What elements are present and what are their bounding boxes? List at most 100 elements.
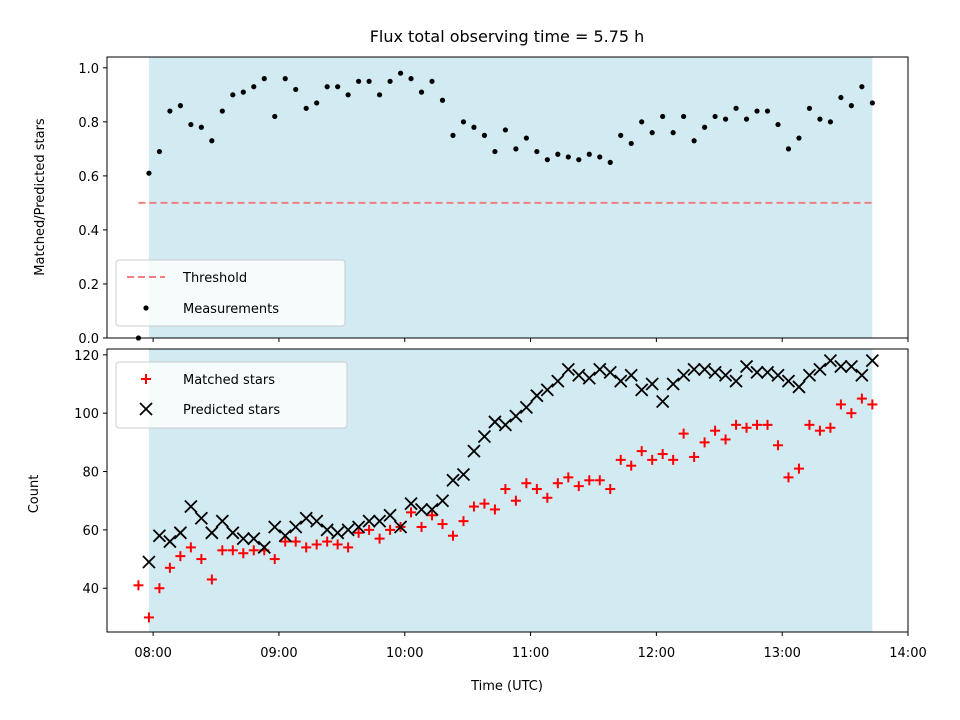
measurement-point [607,159,613,165]
predicted-star-stroke [729,374,743,388]
predicted-star-point [635,383,649,397]
matched-star-point [385,524,396,535]
matched-star-point [814,425,825,436]
measurement-point [429,78,435,84]
predicted-star-point [687,362,701,377]
predicted-star-stroke [530,389,544,403]
matched-star-point [636,446,647,457]
predicted-star-stroke [351,520,366,534]
predicted-star-stroke [194,511,208,525]
predicted-star-point [666,377,680,391]
measurement-point [366,78,372,84]
legend-matched-label: Matched stars [183,373,275,388]
predicted-star-stroke [593,362,607,377]
predicted-star-point [477,429,492,444]
matched-star-point [280,536,291,547]
predicted-star-stroke [163,534,177,549]
matched-star-point [710,425,721,436]
predicted-star-point [351,520,366,534]
matched-star-point [793,463,804,474]
matched-star-point [322,536,333,547]
measurement-point [869,100,875,106]
measurement-point [293,86,299,93]
measurement-point [576,157,582,163]
measurement-point [345,92,351,98]
predicted-star-point [446,473,460,487]
measurement-point [681,113,687,120]
predicted-star-stroke [184,499,198,514]
measurement-point [481,132,488,138]
matched-star-point [521,478,532,489]
predicted-star-point [425,502,439,517]
predicted-star-stroke [142,555,156,569]
chart-title: Flux total observing time = 5.75 h [370,27,645,46]
predicted-stars-layer [142,354,879,569]
predicted-star-stroke [656,394,670,409]
predicted-star-point [855,368,869,382]
predicted-star-point [498,418,513,432]
ratio-panel-xticks [152,338,909,342]
predicted-star-stroke [205,526,219,540]
predicted-star-stroke [666,377,680,391]
predicted-star-point [530,389,544,403]
predicted-star-point [152,529,167,543]
predicted-star-stroke [603,365,617,379]
predicted-star-stroke [278,529,292,543]
predicted-star-point [551,374,565,388]
matched-star-point [248,545,259,556]
predicted-star-stroke [813,362,827,377]
count-legend-box [115,361,348,429]
predicted-star-stroke [236,532,250,546]
matched-star-point [531,484,542,495]
count-panel: 08:00 09:00 10:00 11:00 12:00 13:00 14:00 40 60… [27,348,927,694]
count-y-tick-label: 40 [82,582,99,597]
measurement-point [356,78,362,84]
predicted-star-stroke [561,362,575,377]
ratio-y-tick-label: 0.2 [78,278,99,293]
count-panel-xticks: 08:00 09:00 10:00 11:00 12:00 13:00 14:00 [134,632,927,661]
matched-star-point [437,519,448,530]
predicted-star-point [509,409,523,423]
matched-star-point [584,475,595,486]
predicted-star-point [708,365,722,379]
measurement-point [565,154,571,160]
measurement-point [555,151,561,157]
ratio-y-axis-label: Matched/Predicted stars [33,118,48,276]
predicted-star-point [739,359,754,374]
count-y-tick-label: 120 [74,349,99,364]
predicted-star-point [414,502,429,517]
predicted-star-point [676,368,691,382]
matched-star-point [479,498,490,509]
predicted-star-stroke [446,473,460,487]
predicted-star-stroke [456,467,471,482]
predicted-star-stroke [750,365,764,379]
predicted-star-point [771,368,785,382]
measurement-point [649,130,655,136]
predicted-star-point [760,365,775,379]
measurement-point [534,148,540,155]
matched-star-point [752,419,763,430]
predicted-star-point [163,534,177,549]
predicted-star-stroke [383,508,397,522]
predicted-star-stroke [425,502,439,517]
predicted-star-point [624,368,638,382]
predicted-star-point [173,526,188,540]
predicted-star-stroke [289,520,303,534]
predicted-star-stroke [173,526,188,540]
ratio-y-tick-label: 0.8 [78,116,99,131]
matched-star-point [458,516,469,527]
predicted-star-point [320,523,334,537]
predicted-star-point [729,374,743,388]
predicted-star-point [792,380,806,394]
predicted-star-stroke [551,374,565,388]
matched-star-point [374,533,385,544]
predicted-star-stroke [635,383,649,397]
measurement-point [471,124,477,130]
matched-star-point [143,612,154,623]
x-tick-label: 11:00 [512,646,549,661]
predicted-star-stroke [268,520,282,534]
ratio-y-tick-label: 0.4 [78,224,99,239]
measurement-point [450,132,456,138]
predicted-star-stroke [624,368,638,382]
measurement-point [712,113,718,120]
